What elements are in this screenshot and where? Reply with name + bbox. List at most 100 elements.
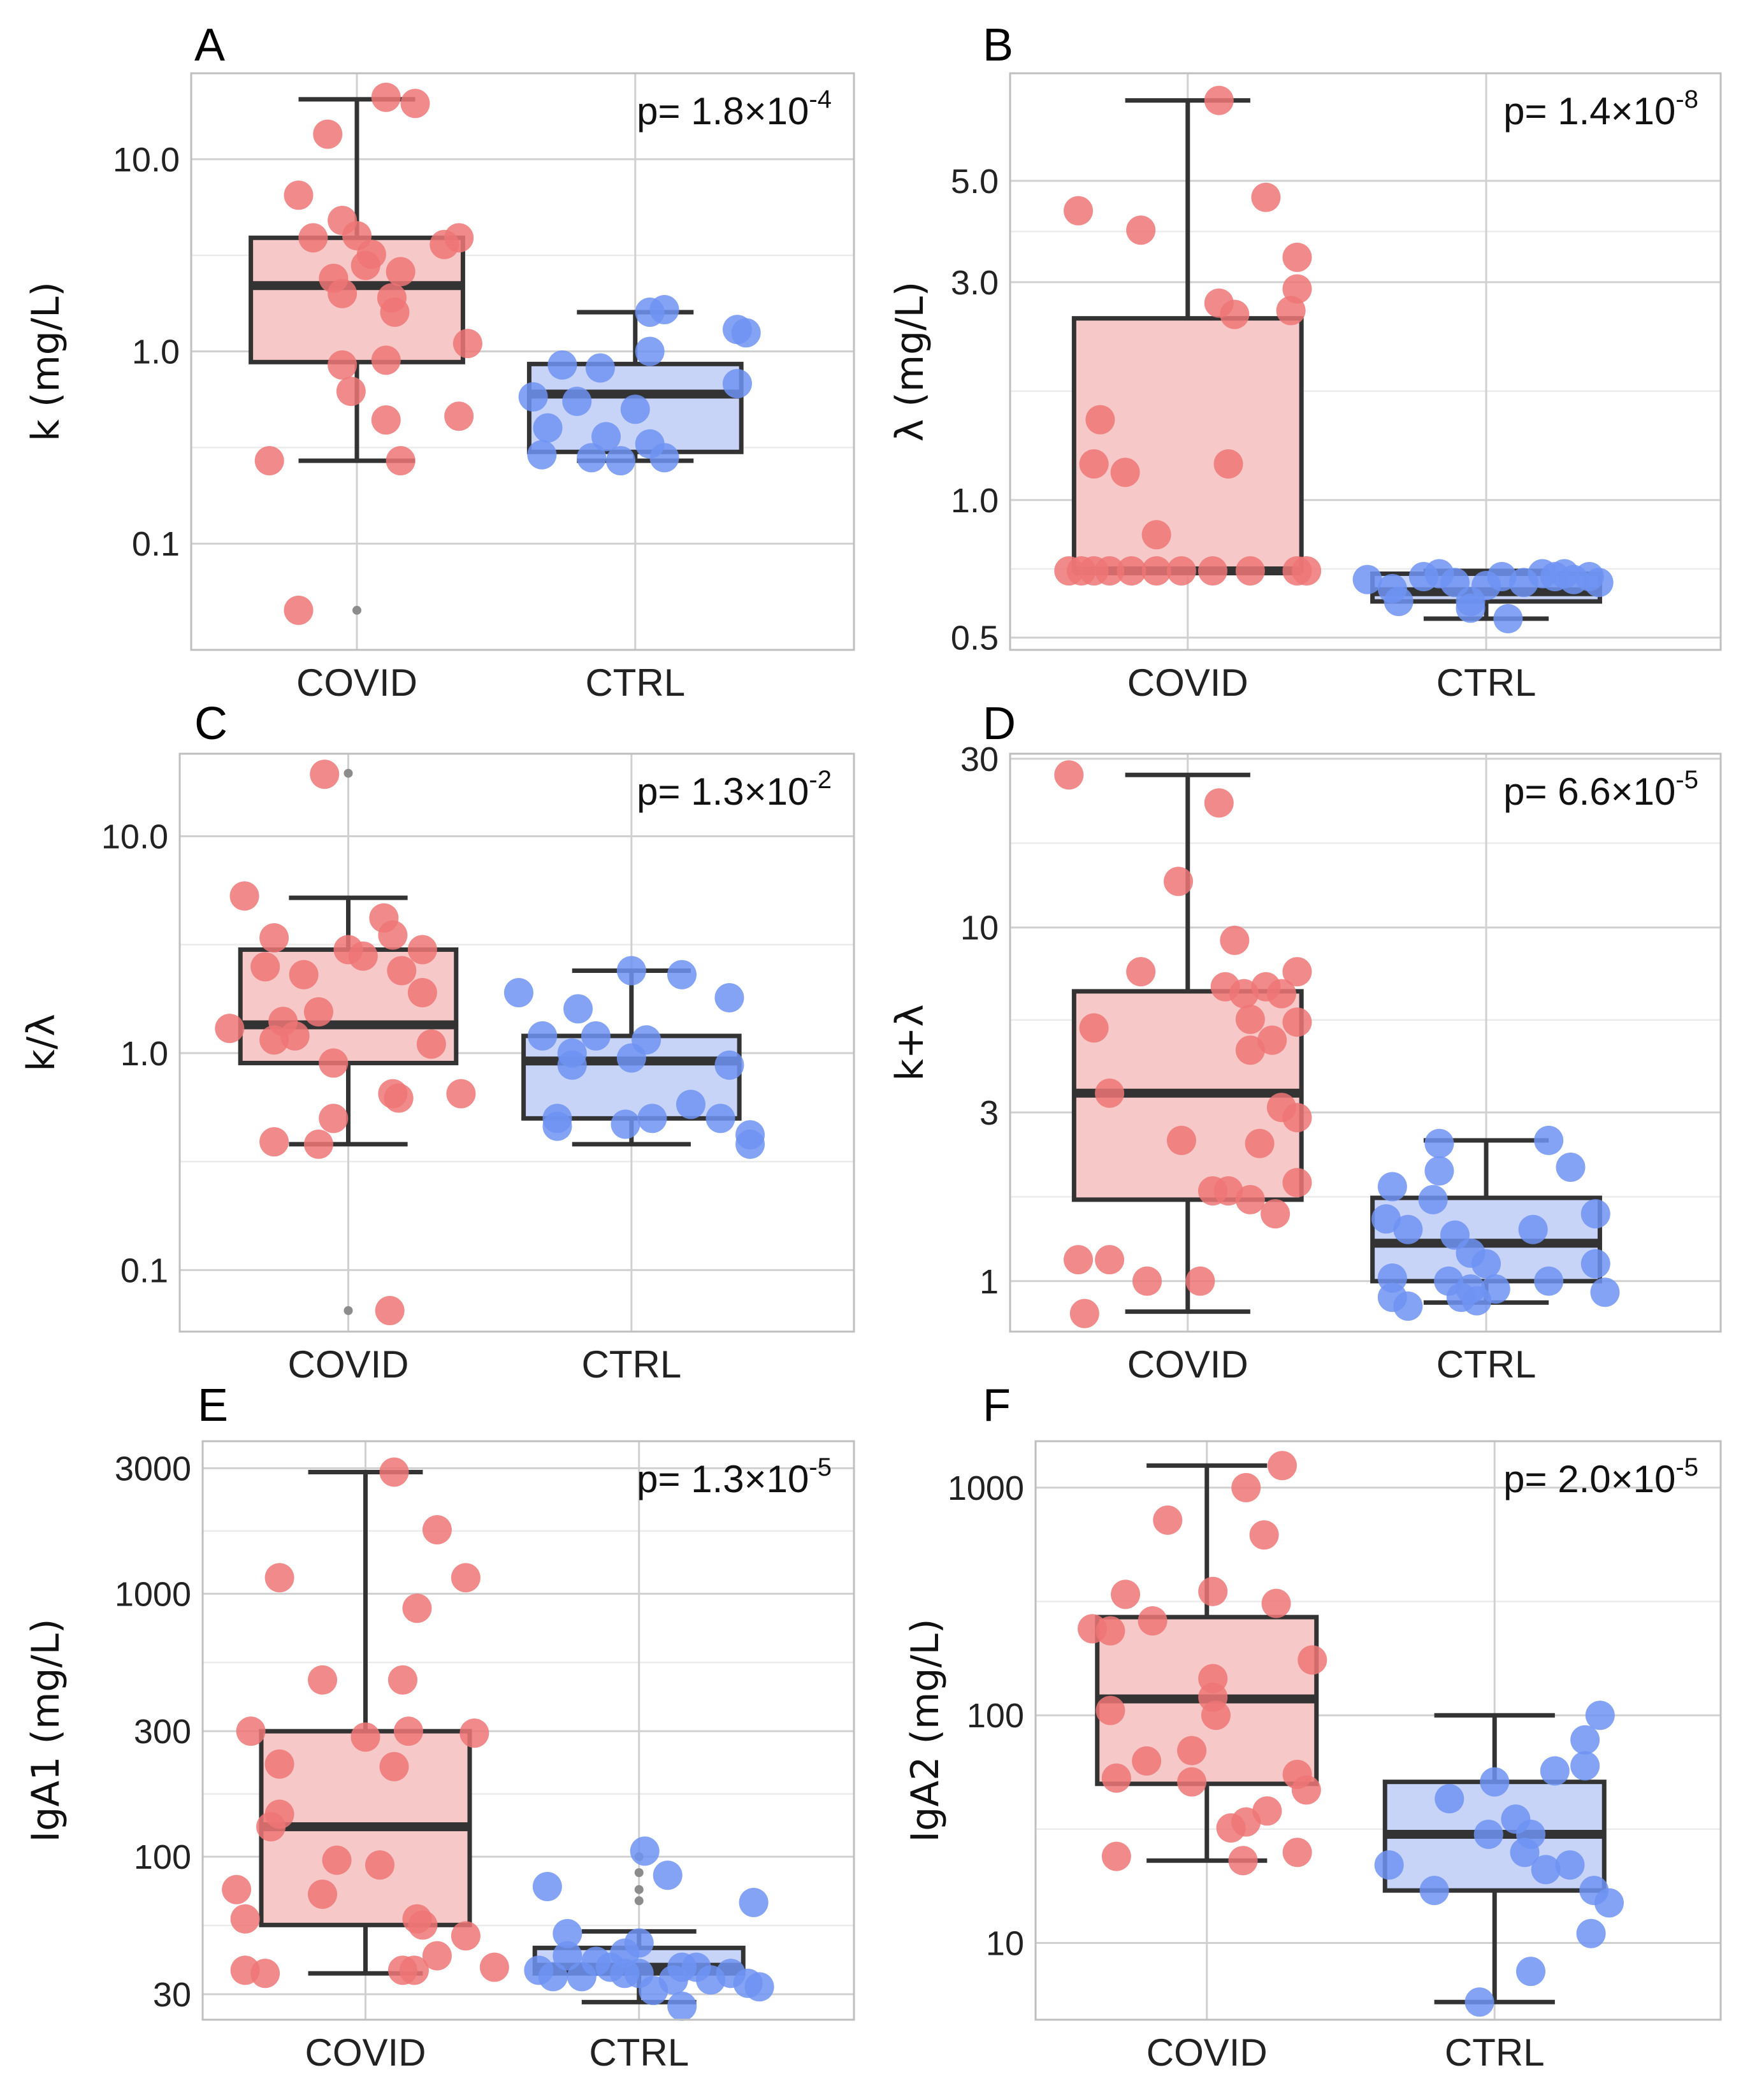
data-point [1518, 1214, 1548, 1244]
data-point [553, 1941, 582, 1971]
data-point [1555, 1850, 1585, 1880]
data-point [1079, 449, 1109, 479]
data-point [739, 1887, 769, 1917]
p-value-label: p= 1.3×10-5 [637, 1453, 832, 1500]
data-point [714, 1050, 744, 1080]
data-point [250, 1959, 280, 1989]
y-tick-label: 0.1 [120, 1251, 168, 1290]
data-point [1576, 1918, 1606, 1948]
data-point [635, 336, 665, 366]
y-axis-label: k (mg/L) [24, 282, 68, 442]
data-point [365, 1850, 394, 1880]
data-point [639, 1976, 669, 2006]
data-point [1126, 957, 1156, 987]
data-point [229, 881, 259, 911]
data-point [259, 1025, 289, 1055]
panel-letter: D [983, 698, 1016, 749]
data-point [313, 119, 343, 149]
data-point [384, 1083, 414, 1113]
data-point [533, 413, 563, 443]
data-point [422, 1941, 452, 1971]
outlier-point [352, 605, 361, 615]
y-axis-label: IgA2 (mg/L) [903, 1618, 948, 1842]
data-point [446, 1079, 476, 1109]
y-tick-label: 3.0 [951, 264, 999, 302]
data-point [1435, 1784, 1464, 1814]
plot-frame [1009, 72, 1722, 651]
data-point [1516, 1957, 1546, 1987]
y-tick-label: 300 [134, 1713, 191, 1751]
data-point [378, 920, 408, 950]
data-point [744, 1972, 774, 2002]
data-point [1268, 1451, 1297, 1481]
data-point [444, 223, 474, 253]
data-point [1282, 1103, 1312, 1133]
data-point [1220, 925, 1250, 955]
y-tick-label: 1.0 [120, 1035, 168, 1073]
data-point [1064, 196, 1094, 226]
x-tick-label: CTRL [1445, 2031, 1545, 2074]
data-point [375, 1296, 405, 1326]
data-point [1117, 556, 1146, 586]
data-point [236, 1716, 266, 1746]
outlier-point [343, 768, 353, 778]
data-point [264, 1563, 294, 1593]
y-tick-label: 10 [960, 909, 999, 947]
data-point [532, 1872, 562, 1902]
data-point [1069, 1298, 1099, 1328]
plot-frame [190, 72, 855, 651]
data-point [336, 377, 366, 406]
data-point [667, 960, 697, 989]
data-point [259, 923, 289, 953]
data-point [1228, 1846, 1258, 1876]
data-point [379, 1457, 409, 1487]
data-point [637, 1104, 667, 1133]
y-tick-label: 5.0 [951, 162, 999, 201]
data-point [422, 1515, 452, 1545]
data-point [310, 759, 340, 789]
panel-letter: F [983, 1380, 1011, 1431]
y-tick-label: 30 [153, 1976, 191, 2014]
data-point [479, 1952, 509, 1982]
data-point [1282, 957, 1312, 987]
data-point [1204, 85, 1234, 115]
data-point [386, 257, 416, 287]
data-point [387, 1665, 417, 1695]
data-point [1216, 1813, 1246, 1843]
data-point [1054, 760, 1084, 790]
y-axis-label: k+λ [888, 1004, 932, 1081]
data-point [1298, 1645, 1327, 1675]
data-point [611, 1109, 640, 1139]
data-point [1282, 242, 1312, 272]
data-point [538, 1962, 568, 1992]
data-point [1249, 1520, 1279, 1550]
data-point [722, 369, 752, 399]
data-point [1235, 1004, 1265, 1034]
y-tick-label: 10.0 [101, 817, 168, 856]
data-point [416, 1029, 446, 1059]
group-ctrl [526, 310, 744, 463]
y-tick-label: 1000 [115, 1575, 191, 1613]
data-point [1371, 1204, 1401, 1234]
data-point [1456, 593, 1486, 623]
box [1071, 316, 1304, 573]
panel-b: 0.5 1.0 3.0 5.0 COVID CTRL λ (mg/L) Bp= 1.4×10-… [888, 20, 1722, 704]
data-point [1235, 556, 1265, 586]
data-point [605, 446, 635, 476]
data-point [1462, 1286, 1492, 1316]
y-axis-label: IgA1 (mg/L) [24, 1618, 68, 1842]
data-point [518, 382, 548, 412]
data-point [731, 318, 761, 348]
data-point [303, 1129, 333, 1159]
data-point [1101, 1841, 1131, 1871]
data-point [1166, 1125, 1196, 1155]
data-point [616, 956, 646, 986]
data-point [1282, 1168, 1312, 1198]
data-point [1213, 449, 1243, 479]
plot-frame [201, 1440, 855, 2021]
data-point [1220, 299, 1250, 329]
data-point [1471, 1249, 1501, 1279]
x-tick-label: CTRL [1436, 661, 1536, 704]
data-point [1282, 1007, 1312, 1037]
